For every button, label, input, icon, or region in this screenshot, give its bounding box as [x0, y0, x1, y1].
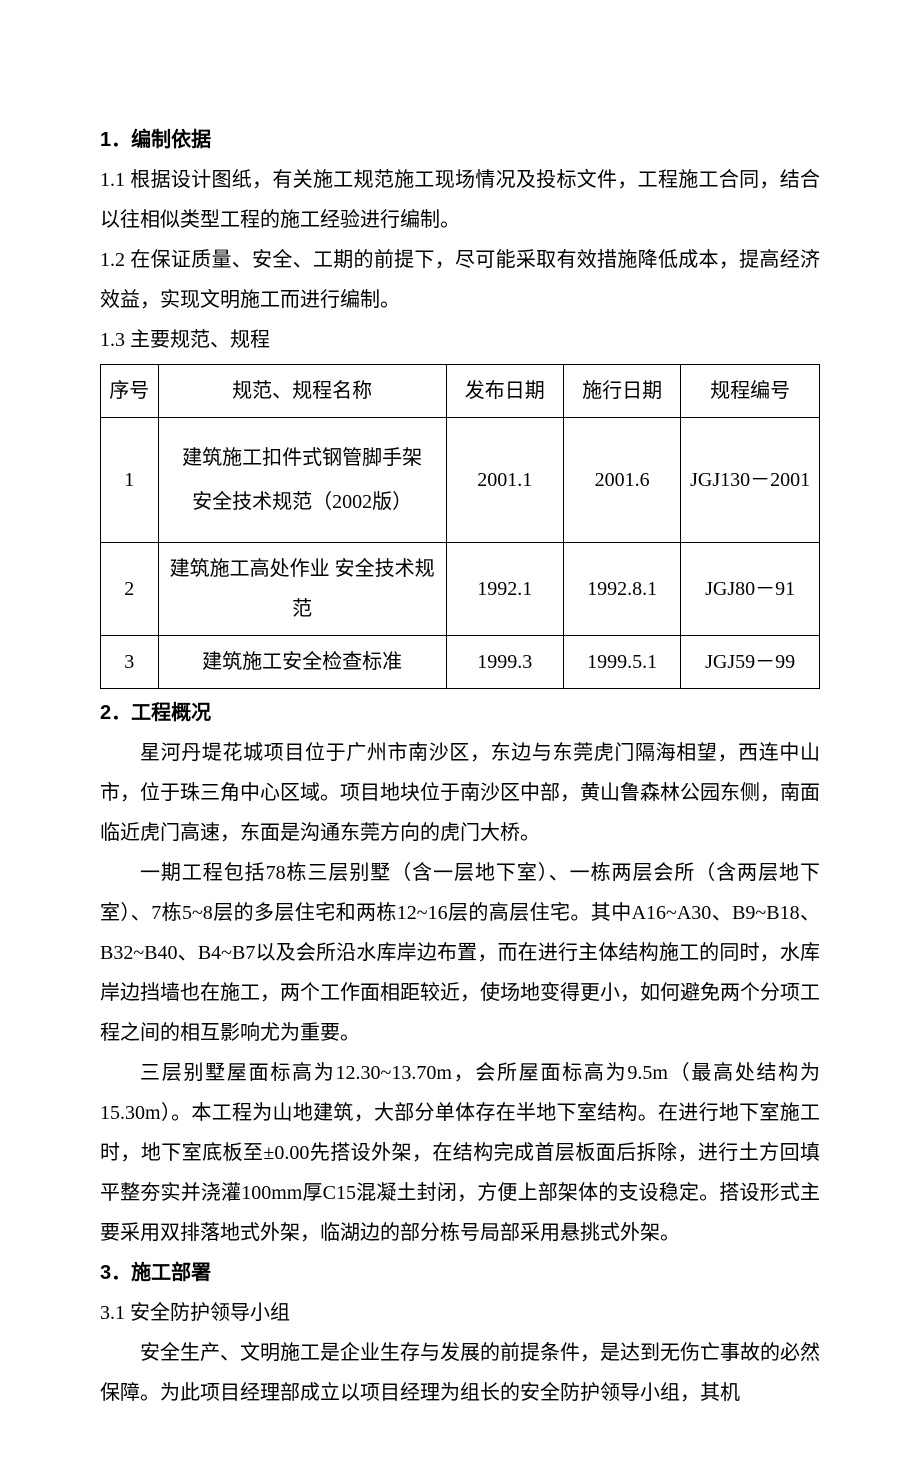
cell-date1: 2001.1 — [446, 418, 563, 543]
section3-p2: 安全生产、文明施工是企业生存与发展的前提条件，是达到无伤亡事故的必然保障。为此项… — [100, 1333, 820, 1413]
section3-p1: 3.1 安全防护领导小组 — [100, 1293, 820, 1333]
standards-table: 序号 规范、规程名称 发布日期 施行日期 规程编号 1 建筑施工扣件式钢管脚手架… — [100, 364, 820, 689]
section1-heading: 1．编制依据 — [100, 120, 820, 160]
section3-heading: 3．施工部署 — [100, 1253, 820, 1293]
section2-p1: 星河丹堤花城项目位于广州市南沙区，东边与东莞虎门隔海相望，西连中山市，位于珠三角… — [100, 733, 820, 853]
cell-date2: 1992.8.1 — [563, 543, 680, 636]
table-row: 2 建筑施工高处作业 安全技术规范 1992.1 1992.8.1 JGJ80－… — [101, 543, 820, 636]
cell-code: JGJ80－91 — [681, 543, 820, 636]
col-seq-header: 序号 — [101, 365, 159, 418]
table-header-row: 序号 规范、规程名称 发布日期 施行日期 规程编号 — [101, 365, 820, 418]
cell-name: 建筑施工高处作业 安全技术规范 — [158, 543, 446, 636]
table-row: 3 建筑施工安全检查标准 1999.3 1999.5.1 JGJ59－99 — [101, 636, 820, 689]
col-date1-header: 发布日期 — [446, 365, 563, 418]
col-date2-header: 施行日期 — [563, 365, 680, 418]
cell-name-line2: 安全技术规范（2002版） — [163, 480, 442, 524]
cell-date2: 2001.6 — [563, 418, 680, 543]
cell-date2: 1999.5.1 — [563, 636, 680, 689]
cell-code: JGJ59－99 — [681, 636, 820, 689]
section2-heading: 2．工程概况 — [100, 693, 820, 733]
table-row: 1 建筑施工扣件式钢管脚手架 安全技术规范（2002版） 2001.1 2001… — [101, 418, 820, 543]
cell-name: 建筑施工扣件式钢管脚手架 安全技术规范（2002版） — [158, 418, 446, 543]
section1-p1: 1.1 根据设计图纸，有关施工规范施工现场情况及投标文件，工程施工合同，结合以往… — [100, 160, 820, 240]
section1-p2: 1.2 在保证质量、安全、工期的前提下，尽可能采取有效措施降低成本，提高经济效益… — [100, 240, 820, 320]
cell-code: JGJ130－2001 — [681, 418, 820, 543]
section1-p3: 1.3 主要规范、规程 — [100, 320, 820, 360]
cell-date1: 1992.1 — [446, 543, 563, 636]
cell-seq: 1 — [101, 418, 159, 543]
cell-name: 建筑施工安全检查标准 — [158, 636, 446, 689]
cell-date1: 1999.3 — [446, 636, 563, 689]
col-code-header: 规程编号 — [681, 365, 820, 418]
cell-seq: 3 — [101, 636, 159, 689]
cell-seq: 2 — [101, 543, 159, 636]
section2-p3: 三层别墅屋面标高为12.30~13.70m，会所屋面标高为9.5m（最高处结构为… — [100, 1053, 820, 1253]
cell-name-line1: 建筑施工扣件式钢管脚手架 — [163, 436, 442, 480]
section2-p2: 一期工程包括78栋三层别墅（含一层地下室）、一栋两层会所（含两层地下室）、7栋5… — [100, 853, 820, 1053]
col-name-header: 规范、规程名称 — [158, 365, 446, 418]
